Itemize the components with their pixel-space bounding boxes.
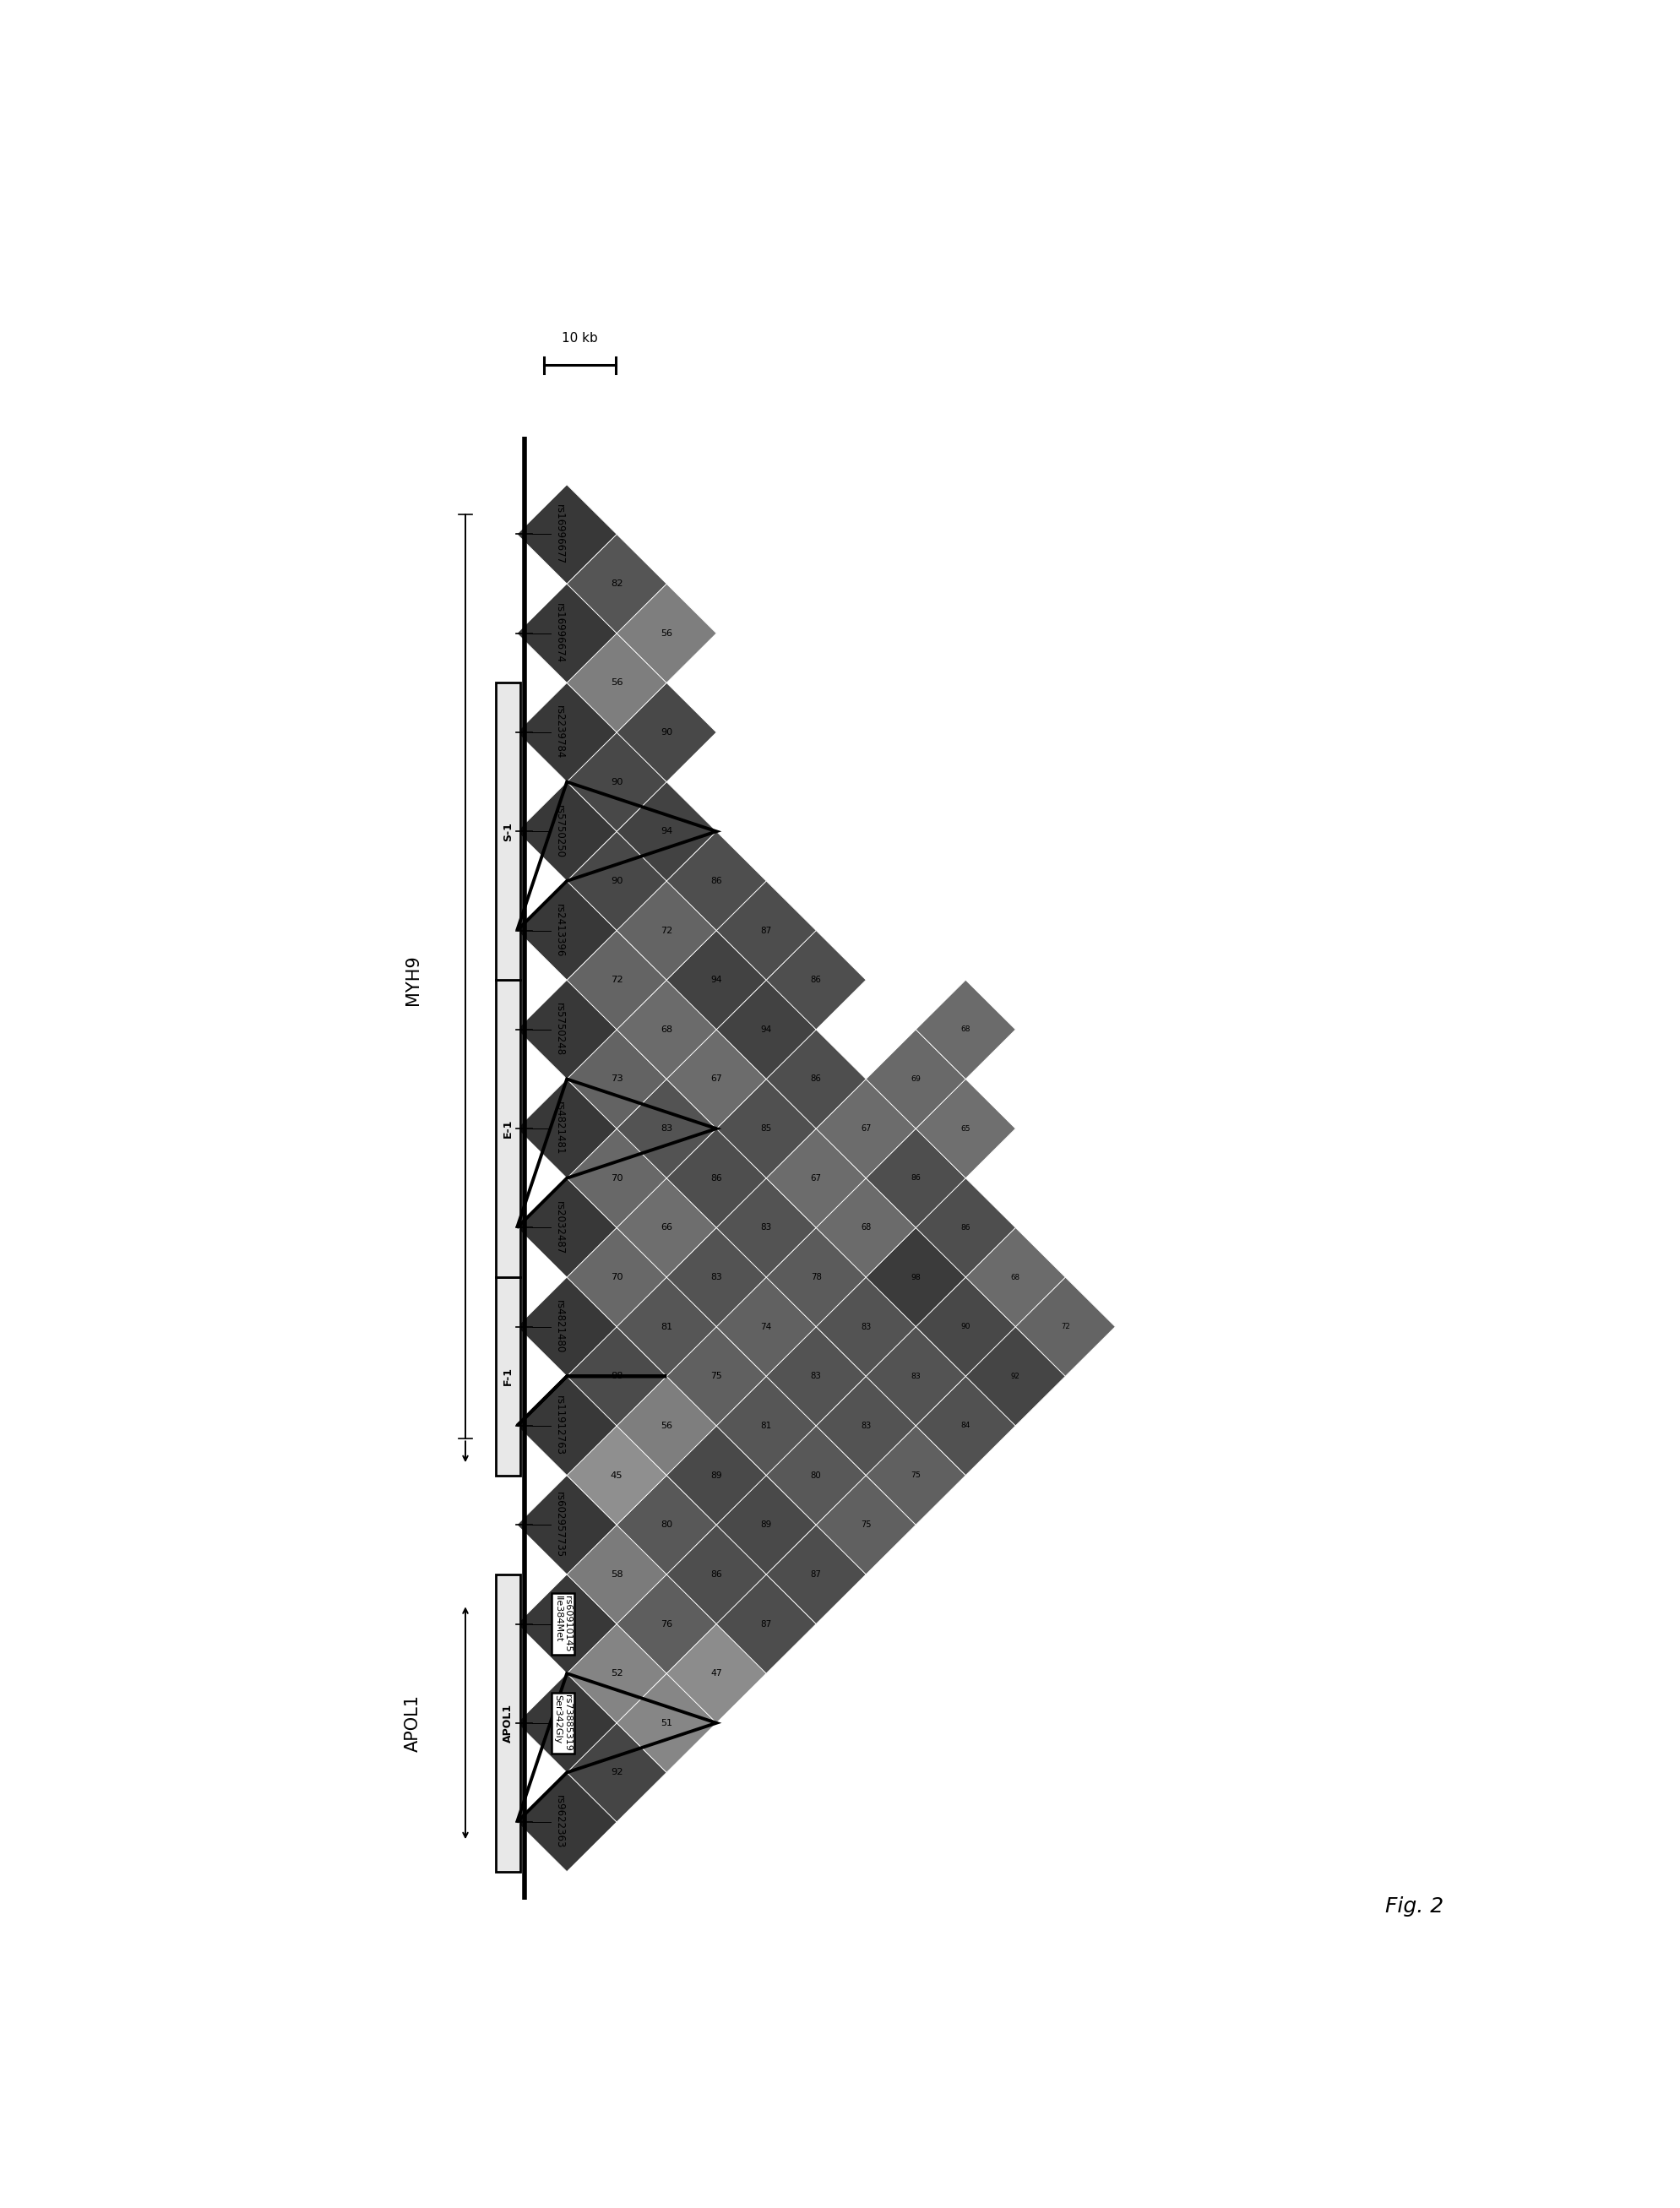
Text: APOL1: APOL1 [502,1705,514,1742]
Text: 72: 72 [610,976,623,985]
Text: rs2413396: rs2413396 [553,903,564,958]
Text: APOL1: APOL1 [405,1694,422,1751]
Text: 86: 86 [711,1175,722,1181]
Text: 89: 89 [711,1471,722,1479]
Text: 70: 70 [610,1274,623,1281]
Text: 73: 73 [610,1075,623,1084]
Text: 87: 87 [761,925,771,934]
Text: 70: 70 [610,1175,623,1181]
Text: 78: 78 [810,1274,822,1281]
Text: 83: 83 [810,1371,822,1380]
Text: S-1: S-1 [502,821,514,841]
Text: 67: 67 [810,1175,822,1181]
Text: 45: 45 [610,1471,623,1479]
Text: rs60910145
Ile384Met: rs60910145 Ile384Met [553,1596,571,1652]
Text: 75: 75 [911,1471,921,1479]
Text: 82: 82 [610,578,623,587]
Text: 67: 67 [860,1124,870,1133]
Text: 89: 89 [761,1521,771,1530]
Text: 75: 75 [711,1371,722,1380]
Text: rs5750248: rs5750248 [553,1002,564,1055]
Text: 85: 85 [761,1124,771,1133]
Text: rs11912763: rs11912763 [553,1395,564,1455]
Text: rs16996677: rs16996677 [553,503,564,565]
Text: 10 kb: 10 kb [561,331,598,344]
Text: 83: 83 [711,1274,722,1281]
Text: 65: 65 [961,1124,969,1133]
Text: 94: 94 [711,976,722,985]
FancyBboxPatch shape [496,682,521,980]
Text: 68: 68 [1010,1274,1020,1281]
Text: 47: 47 [711,1669,722,1678]
Text: 98: 98 [911,1274,921,1281]
Text: 86: 86 [810,976,822,985]
Text: 94: 94 [660,828,672,835]
Text: rs2239784: rs2239784 [553,707,564,760]
Text: F-1: F-1 [502,1367,514,1387]
Text: rs4821481: rs4821481 [553,1102,564,1155]
Text: rs2032487: rs2032487 [553,1201,564,1254]
Text: rs5750250: rs5750250 [553,804,564,859]
Text: 86: 86 [810,1075,822,1084]
Text: 87: 87 [761,1621,771,1627]
Text: 68: 68 [660,1025,672,1033]
Text: rs602957735: rs602957735 [553,1493,564,1559]
Text: 83: 83 [860,1422,870,1431]
FancyBboxPatch shape [496,1276,521,1475]
Text: 67: 67 [711,1075,722,1084]
Text: 88: 88 [610,1371,623,1380]
Text: 81: 81 [761,1422,771,1431]
Text: 84: 84 [961,1422,969,1429]
Text: 92: 92 [610,1769,623,1777]
Text: 86: 86 [911,1175,921,1181]
Text: 90: 90 [610,777,623,786]
Text: 94: 94 [761,1025,771,1033]
Text: 72: 72 [1060,1323,1068,1331]
Text: 51: 51 [660,1718,672,1727]
Text: 83: 83 [911,1373,921,1380]
Text: 56: 56 [660,1422,672,1431]
Text: 83: 83 [860,1323,870,1331]
Text: rs16996674: rs16996674 [553,603,564,662]
Text: 86: 86 [711,1570,722,1579]
Text: 69: 69 [911,1075,921,1082]
Text: 66: 66 [660,1223,672,1232]
Text: E-1: E-1 [502,1119,514,1137]
FancyBboxPatch shape [496,1574,521,1872]
Text: 80: 80 [660,1521,672,1530]
Text: 83: 83 [660,1124,672,1133]
Text: 87: 87 [810,1570,822,1579]
Text: 83: 83 [761,1223,771,1232]
Text: 72: 72 [660,925,672,934]
Text: rs4821480: rs4821480 [553,1301,564,1354]
Text: 56: 56 [610,678,623,687]
Text: 92: 92 [1010,1373,1020,1380]
Text: Fig. 2: Fig. 2 [1384,1897,1443,1917]
Text: 90: 90 [660,729,672,737]
Text: 81: 81 [660,1323,672,1331]
Text: 68: 68 [961,1027,969,1033]
Text: 56: 56 [660,629,672,638]
Text: 86: 86 [961,1223,969,1232]
Text: 52: 52 [610,1669,623,1678]
Text: MYH9: MYH9 [405,954,422,1005]
Text: 86: 86 [711,877,722,885]
Text: 68: 68 [860,1223,870,1232]
Text: 74: 74 [761,1323,771,1331]
Text: rs73885319
Ser342Gly: rs73885319 Ser342Gly [553,1696,571,1751]
Text: 90: 90 [961,1323,969,1331]
Text: 75: 75 [860,1521,870,1530]
Text: 58: 58 [610,1570,623,1579]
FancyBboxPatch shape [496,980,521,1276]
Text: 80: 80 [810,1471,822,1479]
Text: rs9622363: rs9622363 [553,1795,564,1848]
Text: 76: 76 [660,1621,672,1627]
Text: 90: 90 [610,877,623,885]
